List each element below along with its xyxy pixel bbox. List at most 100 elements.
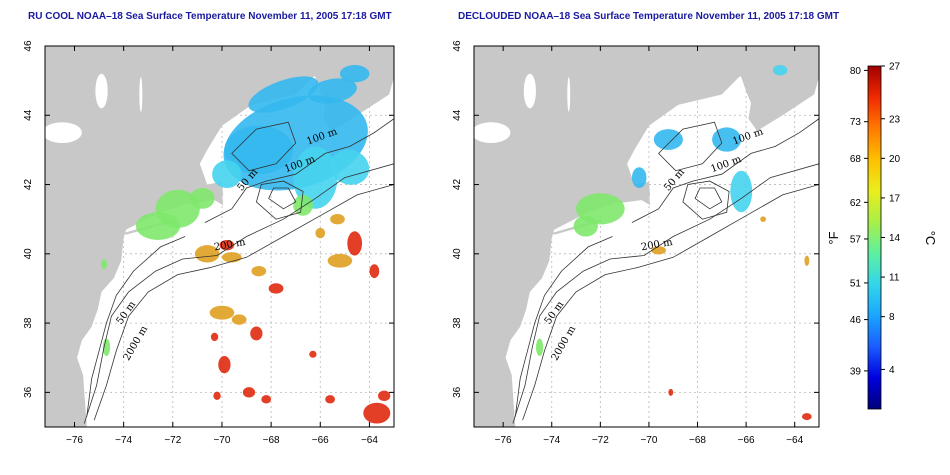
sst-patch-mild (535, 338, 544, 356)
georges-bank-inner-contour (694, 187, 723, 210)
lon-tick-label: −66 (312, 435, 329, 446)
sst-patch-cool (772, 65, 788, 76)
celsius-tick-label: 14 (889, 233, 901, 244)
isobath-200m (512, 163, 819, 424)
celsius-tick-label: 4 (889, 365, 895, 376)
sst-patch-cold (224, 125, 294, 175)
sst-patch-mild (573, 215, 598, 237)
inland-lake (567, 77, 571, 112)
celsius-tick-label: 8 (889, 312, 895, 323)
celsius-unit-label: °C (923, 231, 938, 246)
gulf-of-maine-basin-contour (658, 121, 723, 172)
isobath-100m (631, 118, 819, 223)
sst-patch-cool (293, 146, 338, 209)
temperature-colorbar: 4 8 11 14 17 20 23 27 39 46 51 57 62 68 73 80 °F °C (826, 62, 938, 410)
sst-patch-hot (363, 402, 391, 424)
colorbar-gradient (867, 65, 882, 410)
lat-tick-label: 42 (23, 179, 34, 191)
sst-patch-warm (327, 253, 353, 268)
inland-lake (95, 73, 108, 109)
map-frame (44, 45, 395, 428)
sst-patch-hot (369, 264, 380, 279)
sst-patch-hot (325, 395, 336, 404)
sst-patch-cold (631, 167, 647, 189)
sst-patch-mild (102, 338, 111, 356)
isobath-50m (86, 236, 186, 417)
celsius-tick-label: 20 (889, 154, 901, 165)
celsius-tick-label: 23 (889, 114, 901, 125)
sst-patch-warm (221, 252, 242, 263)
lat-tick-label: 44 (452, 109, 463, 121)
celsius-tick-label: 11 (889, 273, 900, 284)
sst-patch-hot (250, 326, 263, 341)
sst-patch-hot (210, 332, 219, 342)
fahrenheit-tick-label: 57 (850, 234, 862, 245)
sst-patch-hot (268, 283, 284, 294)
sst-patch-hot (801, 413, 812, 421)
lon-tick-label: −64 (786, 435, 803, 446)
lon-tick-label: −72 (164, 435, 181, 446)
lon-tick-label: −68 (689, 435, 706, 446)
lat-tick-label: 46 (23, 40, 34, 52)
celsius-tick-label: 17 (889, 193, 901, 204)
sst-patch-cold (653, 129, 683, 150)
fahrenheit-unit-label: °F (826, 231, 841, 244)
land-mass (474, 46, 788, 427)
lon-tick-label: −70 (640, 435, 657, 446)
isobath-50m (514, 236, 613, 417)
sst-patch-warm (315, 227, 326, 239)
lat-tick-label: 38 (452, 317, 463, 329)
lon-tick-label: −66 (738, 435, 755, 446)
isobath-2000m (93, 184, 394, 421)
fahrenheit-tick-label: 80 (850, 66, 862, 77)
sst-patch-hot (261, 395, 272, 404)
sst-patch-hot (309, 350, 317, 358)
georges-bank-contour (255, 180, 304, 220)
georges-bank-contour (682, 180, 730, 220)
celsius-tick-label: 27 (889, 62, 901, 73)
fahrenheit-tick-label: 51 (850, 278, 862, 289)
sst-patch-cool (212, 160, 242, 189)
sst-patch-warm (194, 245, 220, 263)
sst-patch-mild (135, 212, 181, 240)
lon-tick-label: −74 (543, 435, 560, 446)
sst-patch-hot (213, 391, 221, 400)
lon-tick-label: −68 (263, 435, 280, 446)
sst-patch-hot (347, 231, 363, 256)
sst-patch-cold (308, 78, 357, 104)
fahrenheit-tick-label: 46 (850, 315, 862, 326)
lat-tick-label: 46 (452, 40, 463, 52)
lat-tick-label: 40 (452, 248, 463, 260)
sst-patch-hot (668, 388, 674, 396)
lon-tick-label: −76 (495, 435, 512, 446)
inland-lake (139, 77, 143, 112)
isobath-2000m (522, 184, 819, 421)
sst-patch-cool (730, 170, 753, 213)
lon-tick-label: −74 (115, 435, 132, 446)
fahrenheit-tick-label: 73 (850, 117, 862, 128)
fahrenheit-tick-label: 62 (850, 198, 862, 209)
fahrenheit-tick-label: 68 (850, 154, 862, 165)
lat-tick-label: 36 (23, 386, 34, 398)
nova-scotia-land (738, 46, 819, 131)
sst-patch-cold (339, 65, 370, 83)
sst-patch-mild (190, 188, 215, 209)
lon-tick-label: −70 (213, 435, 230, 446)
sst-patch-warm (231, 314, 247, 325)
sst-patch-hot (219, 239, 235, 251)
lon-tick-label: −76 (66, 435, 83, 446)
inland-lake (474, 122, 511, 143)
isobath-100m (204, 118, 394, 223)
sst-patch-hot (242, 387, 256, 398)
sst-patch-hot (378, 390, 391, 402)
sst-patch-hot (218, 355, 231, 374)
sst-patch-warm (804, 255, 810, 266)
georges-bank-inner-contour (268, 187, 297, 210)
lat-tick-label: 42 (452, 179, 463, 191)
lat-tick-label: 38 (23, 317, 34, 329)
lon-tick-label: −72 (592, 435, 609, 446)
sst-patch-warm (251, 265, 267, 277)
sst-patch-cool (330, 149, 370, 185)
panel-title-raw: RU COOL NOAA–18 Sea Surface Temperature … (28, 11, 392, 22)
